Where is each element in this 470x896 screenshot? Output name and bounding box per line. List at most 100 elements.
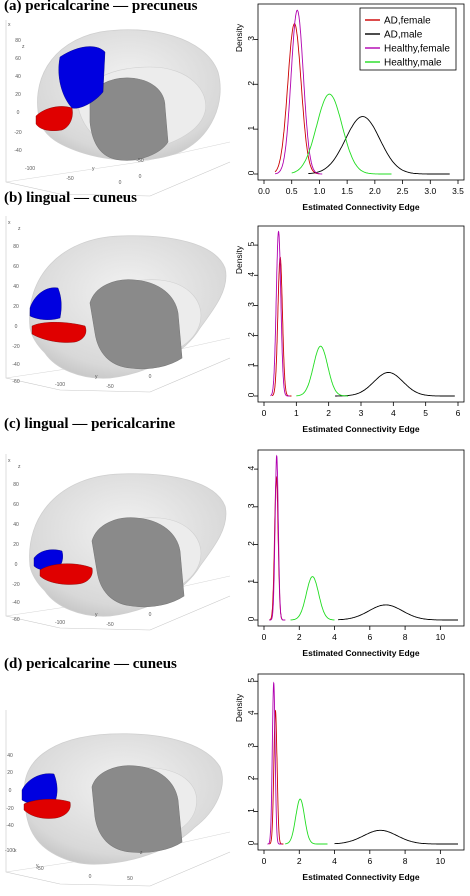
x-tick-label: 1.0 xyxy=(314,186,326,196)
plot-box-edge xyxy=(5,20,231,197)
legend-entry: Healthy,female xyxy=(384,44,450,55)
brain-axis-tick: -50 xyxy=(66,176,73,182)
x-tick-label: 0.5 xyxy=(286,186,298,196)
brain-axis-tick: -20 xyxy=(14,130,21,136)
x-tick-label: 2 xyxy=(326,408,331,418)
brain-axis-tick: 0 xyxy=(89,874,92,880)
x-tick-label: 6 xyxy=(367,856,372,866)
brain-axis-tick: 80 xyxy=(15,38,21,44)
y-tick-label: 4 xyxy=(246,710,256,715)
subcortical-core xyxy=(89,77,169,161)
brain-axis-tick: 60 xyxy=(13,264,19,270)
brain-axis-tick: -40 xyxy=(6,823,13,829)
panel-b-chart-svg: 0 1 2 3 4 5 6 0 1 2 3 4 5 Estimated Connectivity Edge… xyxy=(236,225,465,434)
x-tick-label: 4 xyxy=(391,408,396,418)
plot-frame xyxy=(257,225,465,403)
brain-axis-tick: 50 xyxy=(127,876,133,882)
panel-b-density-chart: 0 1 2 3 4 5 6 0 1 2 3 4 5 Estimated Connectivity Edge… xyxy=(236,224,470,448)
density-curve-healthy-female xyxy=(274,9,323,175)
x-tick-label: 6 xyxy=(367,632,372,642)
brain-axis-tick: -40 xyxy=(14,148,21,154)
density-curve-healthy-female xyxy=(269,454,286,621)
legend-box xyxy=(359,7,457,71)
y-tick-label: 1 xyxy=(246,126,256,131)
region-precuneus xyxy=(58,46,106,109)
panel-c-brain-svg: 80 60 40 20 0 -20 -40 -60 -100 -50 0 x z y xyxy=(5,454,231,631)
y-tick-label: 0 xyxy=(246,616,256,621)
plot-box-edge xyxy=(5,216,231,393)
x-tick-label: 3 xyxy=(359,408,364,418)
density-curve-healthy-female xyxy=(267,681,282,845)
legend-entry: AD,male xyxy=(384,30,423,41)
panel-d-brain-svg: 40 20 0 -20 -40 -100 -50 0 50 x y z xyxy=(5,710,231,887)
brain-axis-tick: 60 xyxy=(15,56,21,62)
panel-a-title: (a) pericalcarine — precuneus xyxy=(4,0,198,14)
plot-frame xyxy=(257,673,465,851)
subcortical-core xyxy=(89,279,183,370)
x-axis-label: Estimated Connectivity Edge xyxy=(302,202,419,212)
y-tick-label: 3 xyxy=(246,302,256,307)
brain-axis-tick: 20 xyxy=(15,92,21,98)
y-tick-label: 2 xyxy=(246,775,256,780)
x-tick-label: 4 xyxy=(332,632,337,642)
panel-a-density-chart: 0.0 0.5 1.0 1.5 2.0 2.5 3.0 3.5 0 1 2 3 Estimated Co… xyxy=(236,2,470,226)
panel-d-density-chart: 0 2 4 6 8 10 0 1 2 3 4 5 Estimated Connectivity Edge… xyxy=(236,672,470,896)
panel-b-brain-svg: 80 60 40 20 0 -20 -40 -60 -100 -50 0 x z y xyxy=(5,216,231,393)
panel-b-title: (b) lingual — cuneus xyxy=(4,190,137,206)
y-axis-label: Density xyxy=(236,23,244,52)
brain-axis-tick: -20 xyxy=(12,344,19,350)
brain-axis-letter: x xyxy=(8,220,11,226)
x-axis-label: Estimated Connectivity Edge xyxy=(302,872,419,882)
x-tick-label: 3.5 xyxy=(452,186,464,196)
brain-axis-letter: z xyxy=(22,44,25,50)
density-curve-ad-female xyxy=(274,23,320,175)
brain-axis-tick: -20 xyxy=(6,806,13,812)
brain-axis-tick: 0 xyxy=(17,110,20,116)
brain-axis-tick: 80 xyxy=(13,244,19,250)
brain-axis-letter: x xyxy=(8,22,11,28)
brain-axis-tick: -60 xyxy=(12,379,19,385)
brain-axis-tick: 40 xyxy=(13,284,19,290)
panel-c-title: (c) lingual — pericalcarine xyxy=(4,416,176,432)
x-tick-label: 2.0 xyxy=(369,186,381,196)
x-tick-label: 1.5 xyxy=(341,186,353,196)
x-tick-label: 1 xyxy=(294,408,299,418)
region-lingual xyxy=(31,322,87,343)
brain-axis-tick: 0 xyxy=(15,324,18,330)
y-tick-label: 0 xyxy=(246,840,256,845)
x-tick-label: 5 xyxy=(423,408,428,418)
density-curve-healthy-male xyxy=(290,576,335,621)
subcortical-core xyxy=(91,765,183,853)
brain-axis-tick: 40 xyxy=(7,753,13,759)
x-tick-label: 2 xyxy=(297,632,302,642)
y-tick-label: 3 xyxy=(246,743,256,748)
plot-frame xyxy=(257,3,465,181)
brain-axis-letter: z xyxy=(140,850,143,856)
plot-frame xyxy=(257,449,465,627)
y-axis-label: Density xyxy=(236,693,244,722)
panel-d-chart-svg: 0 2 4 6 8 10 0 1 2 3 4 5 Estimated Connectivity Edge… xyxy=(236,673,465,882)
brain-axis-tick: 80 xyxy=(13,482,19,488)
plot-box-edge xyxy=(5,141,231,183)
brain-axis-letter: y xyxy=(95,612,98,618)
y-tick-label: 0 xyxy=(246,170,256,175)
brain-axis-tick: 0 xyxy=(139,174,142,180)
y-tick-label: 5 xyxy=(246,241,256,246)
panel-c-brain-render: 80 60 40 20 0 -20 -40 -60 -100 -50 0 x z y xyxy=(0,446,236,631)
brain-axis-tick: 20 xyxy=(13,304,19,310)
panel-a-chart-svg: 0.0 0.5 1.0 1.5 2.0 2.5 3.0 3.5 0 1 2 3 Estimated Co… xyxy=(236,3,465,212)
brain-axis-tick: 40 xyxy=(13,522,19,528)
x-axis-label: Estimated Connectivity Edge xyxy=(302,424,419,434)
x-tick-label: 4 xyxy=(332,856,337,866)
brain-axis-letter: y xyxy=(36,863,39,869)
panel-c-density-chart: 0 2 4 6 8 10 0 1 2 3 4 Estimated Connectivity Edge xyxy=(236,448,470,672)
x-tick-label: 8 xyxy=(403,632,408,642)
density-curve-ad-male xyxy=(308,116,450,175)
brain-axis-tick: -100 xyxy=(5,848,15,854)
density-curve-healthy-male xyxy=(285,798,328,845)
brain-axis-letter: z xyxy=(18,464,21,470)
y-tick-label: 2 xyxy=(246,541,256,546)
brain-axis-tick: 0 xyxy=(15,562,18,568)
brain-axis-tick: 20 xyxy=(7,770,13,776)
y-tick-label: 4 xyxy=(246,272,256,277)
